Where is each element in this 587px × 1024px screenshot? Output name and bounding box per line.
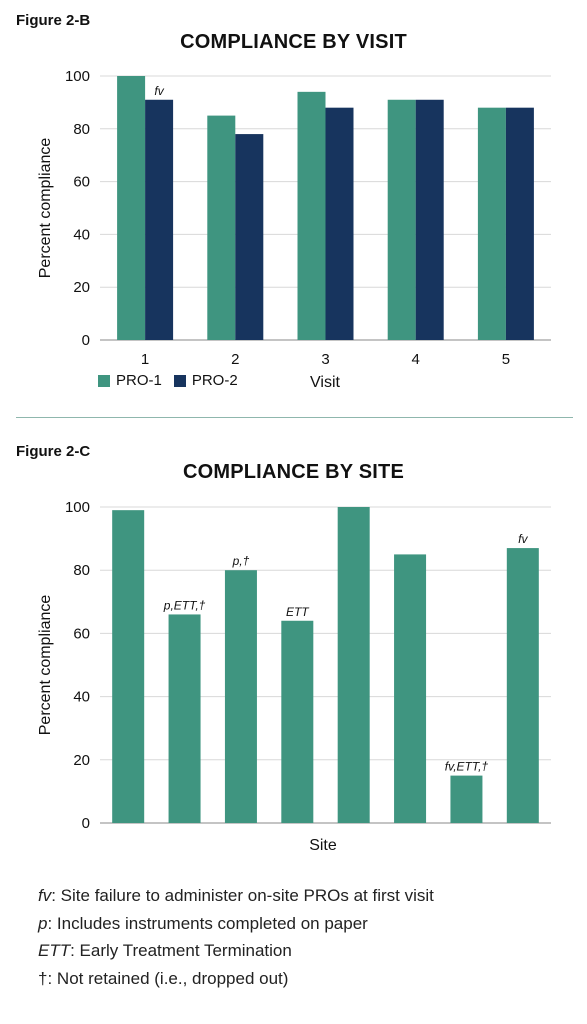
- footnote-text: : Not retained (i.e., dropped out): [47, 968, 289, 988]
- bar-annotation: fv: [154, 84, 164, 98]
- bar-site: [337, 507, 370, 823]
- bar-pro-1: [297, 91, 326, 340]
- bar-site: [394, 554, 427, 823]
- bar-pro-2: [235, 134, 264, 340]
- bar-pro-2: [325, 107, 354, 341]
- y-tick-label: 60: [73, 174, 90, 191]
- bar-annotation: p,ETT,†: [163, 598, 206, 612]
- y-tick-label: 100: [65, 68, 90, 85]
- footnote-dagger: †: Not retained (i.e., dropped out): [38, 965, 434, 993]
- legend-label-pro2: PRO-2: [191, 372, 238, 389]
- footnote-symbol: p: [38, 913, 48, 933]
- footnotes: fv: Site failure to administer on-site P…: [38, 882, 434, 992]
- y-axis-label: Percent compliance: [37, 138, 54, 279]
- legend-swatch-pro1: [98, 374, 110, 387]
- bar-site: [450, 775, 483, 823]
- footnote-symbol: †: [38, 968, 48, 988]
- footnote-p: p: Includes instruments completed on pap…: [38, 910, 434, 938]
- y-tick-label: 100: [65, 499, 90, 516]
- y-tick-label: 0: [82, 332, 90, 349]
- bar-pro-2: [415, 99, 444, 340]
- x-tick-label: 1: [141, 351, 149, 368]
- bar-pro-1: [117, 76, 146, 340]
- bar-annotation: fv,ETT,†: [445, 760, 489, 774]
- footnote-ett: ETT: Early Treatment Termination: [38, 937, 434, 965]
- bar-site: [281, 620, 314, 823]
- bar-annotation: fv: [518, 532, 528, 546]
- x-tick-label: 3: [321, 351, 329, 368]
- bar-pro-2: [505, 107, 534, 341]
- footnote-fv: fv: Site failure to administer on-site P…: [38, 882, 434, 910]
- chart-title-site: COMPLIANCE BY SITE: [182, 461, 405, 483]
- section-divider: [16, 417, 573, 418]
- footnote-text: : Site failure to administer on-site PRO…: [51, 886, 434, 905]
- chart-title-visit: COMPLIANCE BY VISIT: [180, 31, 407, 53]
- x-tick-label: 5: [502, 351, 510, 368]
- legend-swatch-pro2: [173, 374, 186, 387]
- x-tick-label: 2: [231, 351, 239, 368]
- bar-site: [168, 614, 201, 823]
- y-tick-label: 20: [73, 752, 90, 769]
- footnote-text: : Includes instruments completed on pape…: [47, 913, 368, 933]
- y-tick-label: 80: [73, 562, 90, 579]
- y-tick-label: 60: [73, 625, 90, 642]
- x-axis-label: Site: [309, 837, 337, 854]
- figure-2c-label: Figure 2-C: [16, 443, 91, 460]
- footnote-text: : Early Treatment Termination: [70, 941, 292, 960]
- legend-item-pro1: PRO-1: [98, 372, 162, 389]
- footnote-symbol: ETT: [38, 941, 71, 960]
- legend-label-pro1: PRO-1: [116, 372, 162, 389]
- bar-annotation: ETT: [286, 605, 310, 619]
- bar-pro-1: [207, 115, 236, 340]
- compliance-by-site-chart: 0 20 40 60 80 100 p,ETT,† p,† ETT fv,ETT,† fv Perce…: [37, 499, 551, 854]
- bar-site: [112, 510, 145, 823]
- footnote-symbol: fv: [38, 886, 52, 905]
- y-tick-label: 0: [82, 815, 90, 832]
- y-tick-label: 80: [73, 121, 90, 138]
- bar-pro-1: [477, 107, 506, 341]
- bar-annotation: p,†: [232, 554, 250, 568]
- legend: PRO-1 PRO-2: [98, 372, 250, 389]
- y-tick-label: 40: [73, 689, 90, 706]
- x-axis-label: Visit: [310, 374, 340, 391]
- y-tick-label: 40: [73, 226, 90, 243]
- bar-pro-2: [145, 99, 174, 340]
- compliance-by-visit-chart: 0 20 40 60 80 100 1 2 3 4 5 fv Percent compliance Vis…: [37, 68, 551, 391]
- bar-pro-1: [387, 99, 416, 340]
- bar-site: [506, 548, 539, 823]
- y-axis-label: Percent compliance: [37, 595, 54, 736]
- legend-item-pro2: PRO-2: [173, 372, 238, 389]
- bar-site: [224, 570, 257, 823]
- x-tick-label: 4: [412, 351, 420, 368]
- figure-2b-label: Figure 2-B: [16, 12, 91, 29]
- y-tick-label: 20: [73, 279, 90, 296]
